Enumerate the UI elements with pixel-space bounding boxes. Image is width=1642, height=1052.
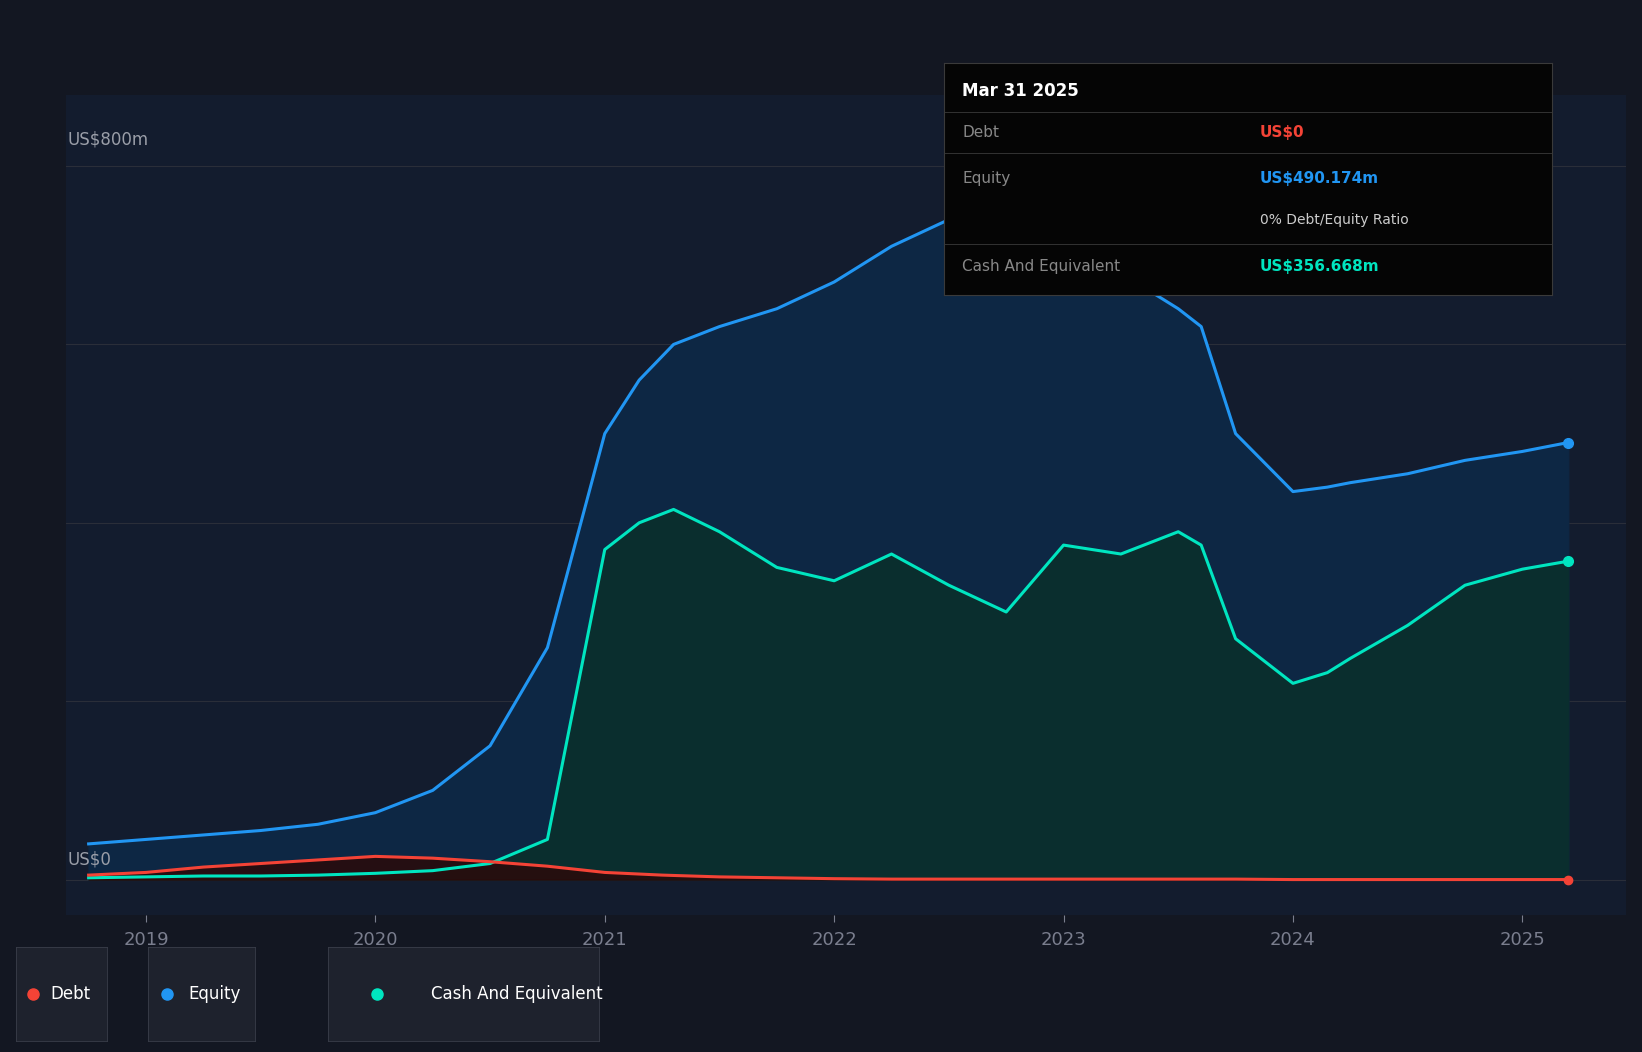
Text: Cash And Equivalent: Cash And Equivalent — [432, 985, 603, 1004]
Text: Cash And Equivalent: Cash And Equivalent — [962, 259, 1120, 275]
Text: Mar 31 2025: Mar 31 2025 — [962, 82, 1079, 100]
Text: Debt: Debt — [51, 985, 90, 1004]
Text: US$0: US$0 — [1259, 125, 1305, 140]
Text: 0% Debt/Equity Ratio: 0% Debt/Equity Ratio — [1259, 214, 1409, 227]
Text: US$356.668m: US$356.668m — [1259, 259, 1379, 275]
Text: Debt: Debt — [962, 125, 1000, 140]
Text: Equity: Equity — [962, 171, 1010, 186]
Text: US$0: US$0 — [67, 851, 112, 869]
Text: US$490.174m: US$490.174m — [1259, 171, 1379, 186]
Text: US$800m: US$800m — [67, 130, 149, 148]
Text: Equity: Equity — [189, 985, 241, 1004]
